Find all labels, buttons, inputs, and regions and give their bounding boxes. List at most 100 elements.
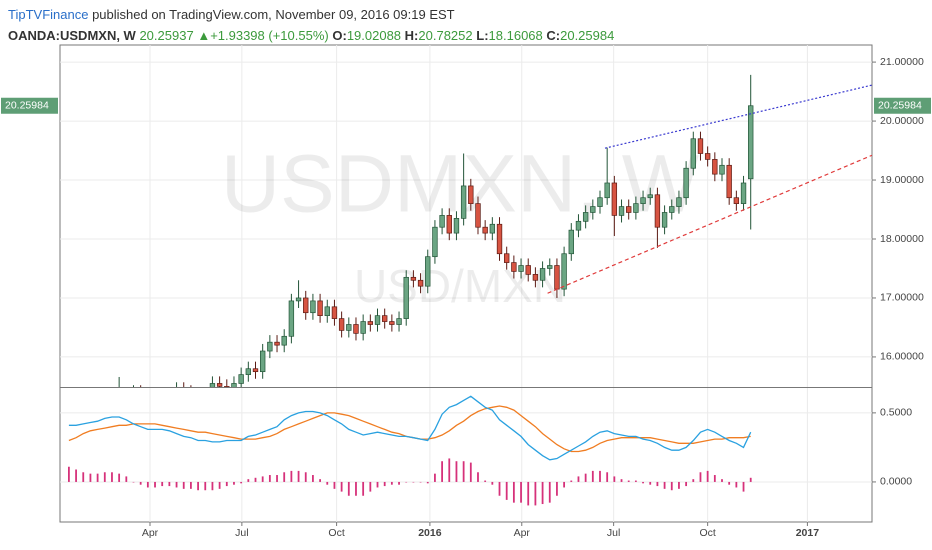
x-tick-label: Oct — [699, 527, 715, 539]
trend-line — [604, 84, 872, 149]
candle-body — [274, 341, 280, 346]
x-tick-label: Oct — [328, 527, 344, 539]
candle-body — [167, 404, 172, 416]
price-pane: USDMXN, W USD/MXN — [60, 45, 872, 434]
histogram-bar — [448, 458, 451, 482]
candle-body — [67, 431, 72, 434]
candle-body — [203, 398, 208, 401]
candle-body — [295, 297, 302, 302]
candle-body — [310, 300, 316, 314]
histogram-bar — [706, 470, 709, 482]
y-tick-label: 17.00000 — [880, 292, 924, 304]
author[interactable]: TipTVFinance — [8, 7, 89, 22]
histogram-bar — [369, 481, 372, 492]
candle-body — [353, 324, 359, 334]
candle-body — [475, 203, 481, 228]
histogram-bar — [419, 481, 422, 483]
histogram-bar — [405, 481, 408, 483]
histogram-bar — [218, 481, 221, 489]
candle-body — [568, 229, 574, 255]
candle-body — [590, 206, 596, 213]
histogram-bar — [340, 481, 343, 492]
candle-body — [138, 392, 143, 398]
y-tick-label: 19.00000 — [880, 174, 924, 186]
histogram-bar — [527, 481, 530, 506]
candle-body — [482, 226, 488, 234]
histogram-bar — [182, 481, 185, 489]
histogram-bar — [620, 479, 623, 482]
candle-body — [712, 159, 718, 175]
histogram-bar — [455, 461, 458, 482]
candle-body — [748, 105, 754, 180]
histogram-bar — [297, 470, 300, 482]
candle-body — [267, 341, 273, 352]
candle-body — [669, 206, 675, 213]
candle-body — [153, 404, 158, 407]
candle-body — [252, 368, 259, 373]
candle-body — [726, 164, 732, 199]
frame — [59, 44, 873, 523]
y-tick-label: 0.0000 — [880, 476, 912, 488]
macd-pane — [60, 388, 872, 522]
candle-body — [640, 197, 646, 204]
candle-body — [582, 212, 589, 222]
candle-body — [216, 383, 223, 387]
histogram-bar — [168, 481, 171, 487]
candle-body — [432, 226, 438, 258]
candle-body — [647, 194, 653, 199]
histogram-bar — [261, 476, 264, 482]
candle-body — [396, 318, 402, 325]
header-line-1: TipTVFinance published on TradingView.co… — [8, 4, 614, 25]
histogram-bar — [175, 481, 178, 488]
x-tick-label: 2017 — [796, 527, 820, 539]
histogram-bar — [233, 481, 235, 485]
histogram-bar — [82, 472, 85, 482]
candle-body — [410, 276, 417, 281]
candle-body — [124, 398, 129, 401]
candle-body — [683, 167, 689, 199]
histogram-bar — [462, 461, 465, 482]
candle-body — [597, 197, 603, 207]
arrow: ▲ — [197, 28, 211, 43]
histogram-bar — [161, 481, 164, 487]
histogram-bar — [649, 481, 652, 485]
watermark: USDMXN, W — [221, 139, 700, 230]
histogram-bar — [563, 481, 566, 488]
candle-body — [511, 262, 517, 272]
c-label: C: — [546, 28, 561, 43]
header-line-2: OANDA:USDMXN, W 20.25937 ▲+1.93398 (+10.… — [8, 25, 614, 46]
histogram-bar — [103, 472, 106, 482]
histogram-bar — [283, 472, 286, 482]
histogram-bar — [146, 481, 149, 488]
histogram-bar — [749, 477, 752, 482]
histogram-bar — [606, 472, 609, 482]
histogram-bar — [190, 481, 192, 489]
histogram-bar — [154, 481, 156, 488]
histogram-bar — [520, 481, 522, 503]
histogram-bar — [484, 480, 487, 482]
histogram-bar — [512, 481, 515, 503]
candle-body — [174, 389, 179, 404]
candle-body — [453, 218, 460, 234]
histogram-bar — [268, 475, 271, 482]
candle-body — [389, 321, 395, 325]
histogram-bar — [276, 475, 278, 482]
candle-body — [439, 215, 445, 228]
symbol: OANDA:USDMXN, W — [8, 28, 136, 43]
histogram-bar — [390, 481, 393, 485]
candle-body — [117, 398, 122, 404]
candle-body — [238, 374, 244, 384]
histogram-bar — [685, 481, 688, 487]
candle-body — [288, 300, 295, 337]
candle-body — [160, 407, 165, 416]
candle-body — [131, 392, 136, 401]
x-tick-label: Apr — [514, 527, 531, 539]
candle-body — [561, 253, 567, 290]
histogram-bar — [670, 481, 673, 491]
candle-body — [618, 206, 625, 216]
histogram-bar — [599, 470, 601, 482]
candle-body — [740, 182, 747, 204]
candle-body — [259, 350, 266, 373]
histogram-bar — [132, 481, 135, 483]
